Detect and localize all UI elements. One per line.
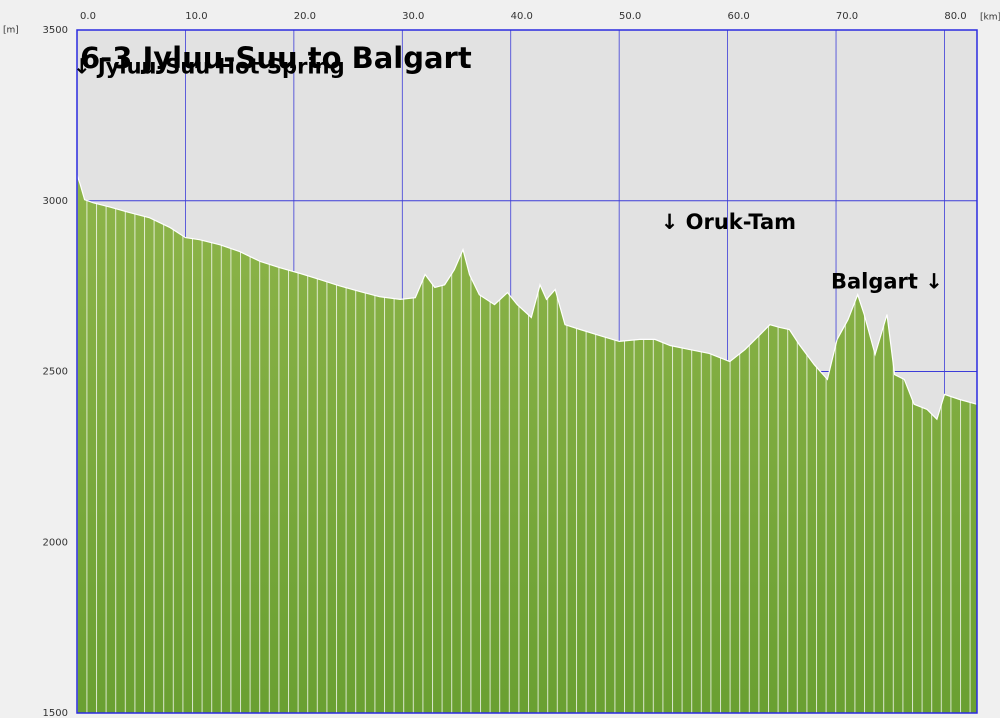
- x-tick-label: 60.0: [727, 11, 749, 22]
- chart-title: 6-3 Jyluu-Suu to Balgart: [80, 41, 472, 75]
- x-tick-label: 30.0: [402, 11, 424, 22]
- annotation: Balgart ↓: [831, 270, 943, 294]
- elevation-stripes: [77, 174, 977, 714]
- x-tick-label: 10.0: [185, 11, 207, 22]
- y-unit: [m]: [3, 26, 19, 36]
- x-tick-label: 80.0: [944, 11, 966, 22]
- y-tick-label: 2000: [43, 537, 68, 548]
- x-tick-label: 20.0: [294, 11, 316, 22]
- elevation-line: [76, 174, 978, 421]
- x-tick-label: 50.0: [619, 11, 641, 22]
- x-unit: [km]: [980, 13, 1000, 23]
- x-tick-label: 70.0: [836, 11, 858, 22]
- y-tick-label: 3500: [43, 25, 68, 36]
- annotation: ↓ Oruk-Tam: [661, 210, 796, 234]
- x-tick-label: 0.0: [80, 11, 96, 22]
- x-tick-label: 40.0: [511, 11, 533, 22]
- y-tick-label: 2500: [43, 367, 68, 378]
- y-tick-label: 3000: [43, 196, 68, 207]
- y-tick-label: 1500: [43, 708, 68, 718]
- annotation: ↓ Jyluu-Suu Hot Spring: [73, 55, 345, 79]
- plot-border: [76, 29, 978, 714]
